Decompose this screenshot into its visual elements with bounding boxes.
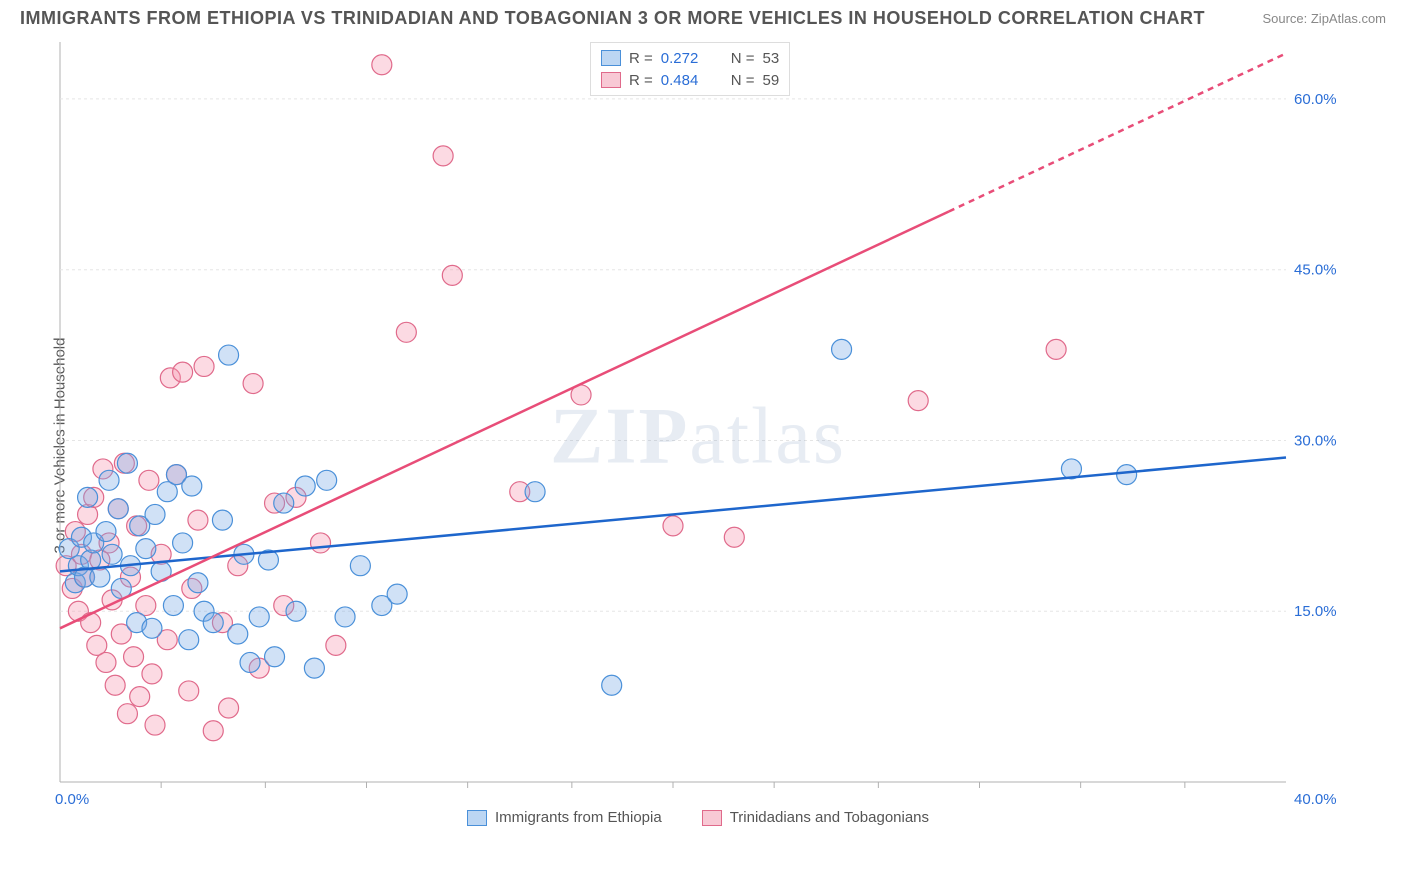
legend-correlation: R = 0.272 N = 53 R = 0.484 N = 59 [590, 42, 790, 96]
legend-item-ethiopia: Immigrants from Ethiopia [467, 809, 662, 826]
source-label: Source: ZipAtlas.com [1262, 11, 1386, 26]
svg-text:30.0%: 30.0% [1294, 432, 1337, 449]
legend-series: Immigrants from Ethiopia Trinidadians an… [50, 809, 1346, 826]
scatter-chart: 15.0% 30.0% 45.0% 60.0% 0.0% 40.0% [50, 42, 1346, 832]
svg-text:0.0%: 0.0% [55, 791, 89, 808]
swatch-trinidad [601, 72, 621, 88]
swatch-ethiopia [467, 810, 487, 826]
n-value-trinidad: 59 [763, 72, 780, 89]
legend-item-trinidad: Trinidadians and Tobagonians [702, 809, 929, 826]
svg-text:60.0%: 60.0% [1294, 91, 1337, 108]
chart-title: IMMIGRANTS FROM ETHIOPIA VS TRINIDADIAN … [20, 8, 1205, 29]
legend-label-trinidad: Trinidadians and Tobagonians [730, 809, 929, 826]
swatch-trinidad [702, 810, 722, 826]
n-value-ethiopia: 53 [763, 50, 780, 67]
legend-row-ethiopia: R = 0.272 N = 53 [601, 47, 779, 69]
legend-label-ethiopia: Immigrants from Ethiopia [495, 809, 662, 826]
r-value-ethiopia: 0.272 [661, 50, 713, 67]
svg-text:15.0%: 15.0% [1294, 603, 1337, 620]
r-label: R = [629, 72, 653, 89]
svg-text:45.0%: 45.0% [1294, 262, 1337, 279]
n-label: N = [731, 50, 755, 67]
r-value-trinidad: 0.484 [661, 72, 713, 89]
r-label: R = [629, 50, 653, 67]
svg-text:40.0%: 40.0% [1294, 791, 1337, 808]
plot-area: 3 or more Vehicles in Household 15.0%30.… [50, 42, 1346, 832]
swatch-ethiopia [601, 50, 621, 66]
legend-row-trinidad: R = 0.484 N = 59 [601, 69, 779, 91]
n-label: N = [731, 72, 755, 89]
